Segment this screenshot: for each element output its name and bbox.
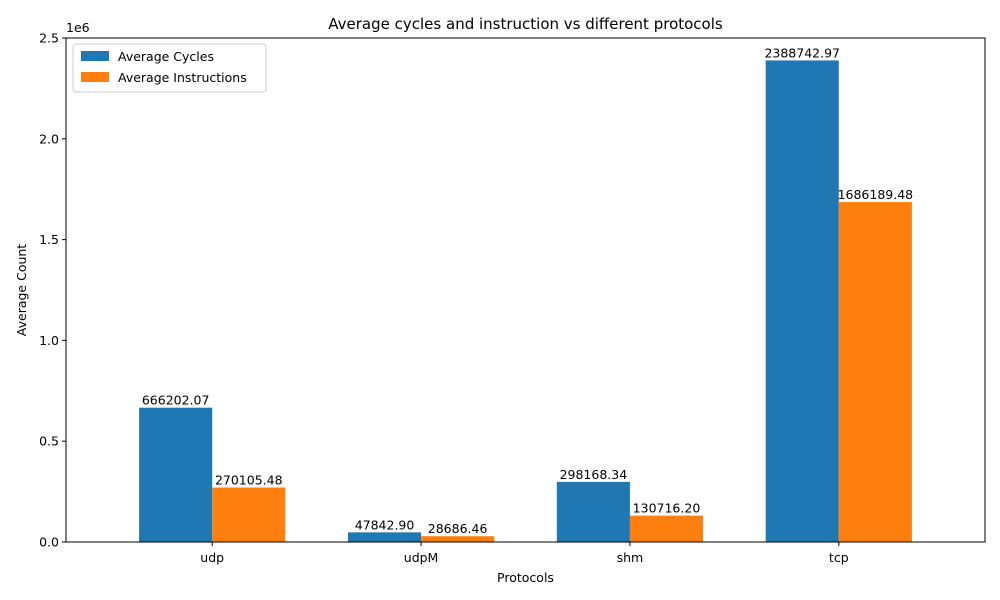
plot-frame	[65, 37, 986, 543]
y-tick-label: 2.0	[39, 131, 59, 146]
bar-shm-series-1	[629, 515, 704, 542]
y-tick-label: 2.5	[39, 31, 59, 46]
x-tick-label: udp	[200, 550, 224, 565]
y-tick-label: 0.5	[39, 434, 59, 449]
legend-label: Average Instructions	[118, 70, 247, 85]
x-tick-label: udpM	[404, 550, 439, 565]
bar-tcp-series-0	[765, 60, 839, 543]
legend-box	[72, 43, 267, 93]
data-label: 298168.34	[560, 467, 628, 482]
x-tick-label: tcp	[829, 550, 849, 565]
bar-udp-series-1	[212, 487, 286, 542]
y-tick-label: 1.0	[39, 333, 59, 348]
y-tick-label: 1.5	[39, 232, 59, 247]
axes-layer: 0.0 0.5 1.0 1.5 2.0 2.5 udp udpM shm tcp	[39, 31, 986, 565]
y-axis-label: Average Count	[14, 244, 29, 337]
x-tick-label: shm	[617, 550, 644, 565]
bar-shm-series-0	[556, 481, 630, 542]
data-label: 28686.46	[428, 521, 488, 536]
y-scale-multiplier: 1e6	[66, 20, 90, 35]
data-label: 2388742.97	[764, 45, 840, 60]
legend-label: Average Cycles	[118, 49, 214, 64]
legend: Average Cycles Average Instructions	[72, 43, 267, 93]
data-label: 270105.48	[215, 473, 283, 488]
bars-layer	[139, 60, 912, 543]
bar-udpM-series-0	[347, 532, 422, 542]
data-label: 666202.07	[142, 393, 210, 408]
bar-tcp-series-1	[838, 202, 912, 542]
legend-swatch	[81, 51, 109, 61]
x-axis-label: Protocols	[497, 570, 554, 585]
bar-udp-series-0	[139, 407, 213, 542]
y-tick-label: 0.0	[39, 535, 59, 550]
data-label: 1686189.48	[838, 187, 914, 202]
data-labels-layer: 666202.07 47842.90 298168.34 2388742.97 2701…	[142, 45, 913, 536]
bar-udpM-series-1	[421, 536, 495, 542]
data-label: 130716.20	[633, 501, 701, 516]
data-label: 47842.90	[355, 517, 415, 532]
chart-title: Average cycles and instruction vs differ…	[328, 15, 723, 33]
legend-swatch	[81, 72, 109, 82]
